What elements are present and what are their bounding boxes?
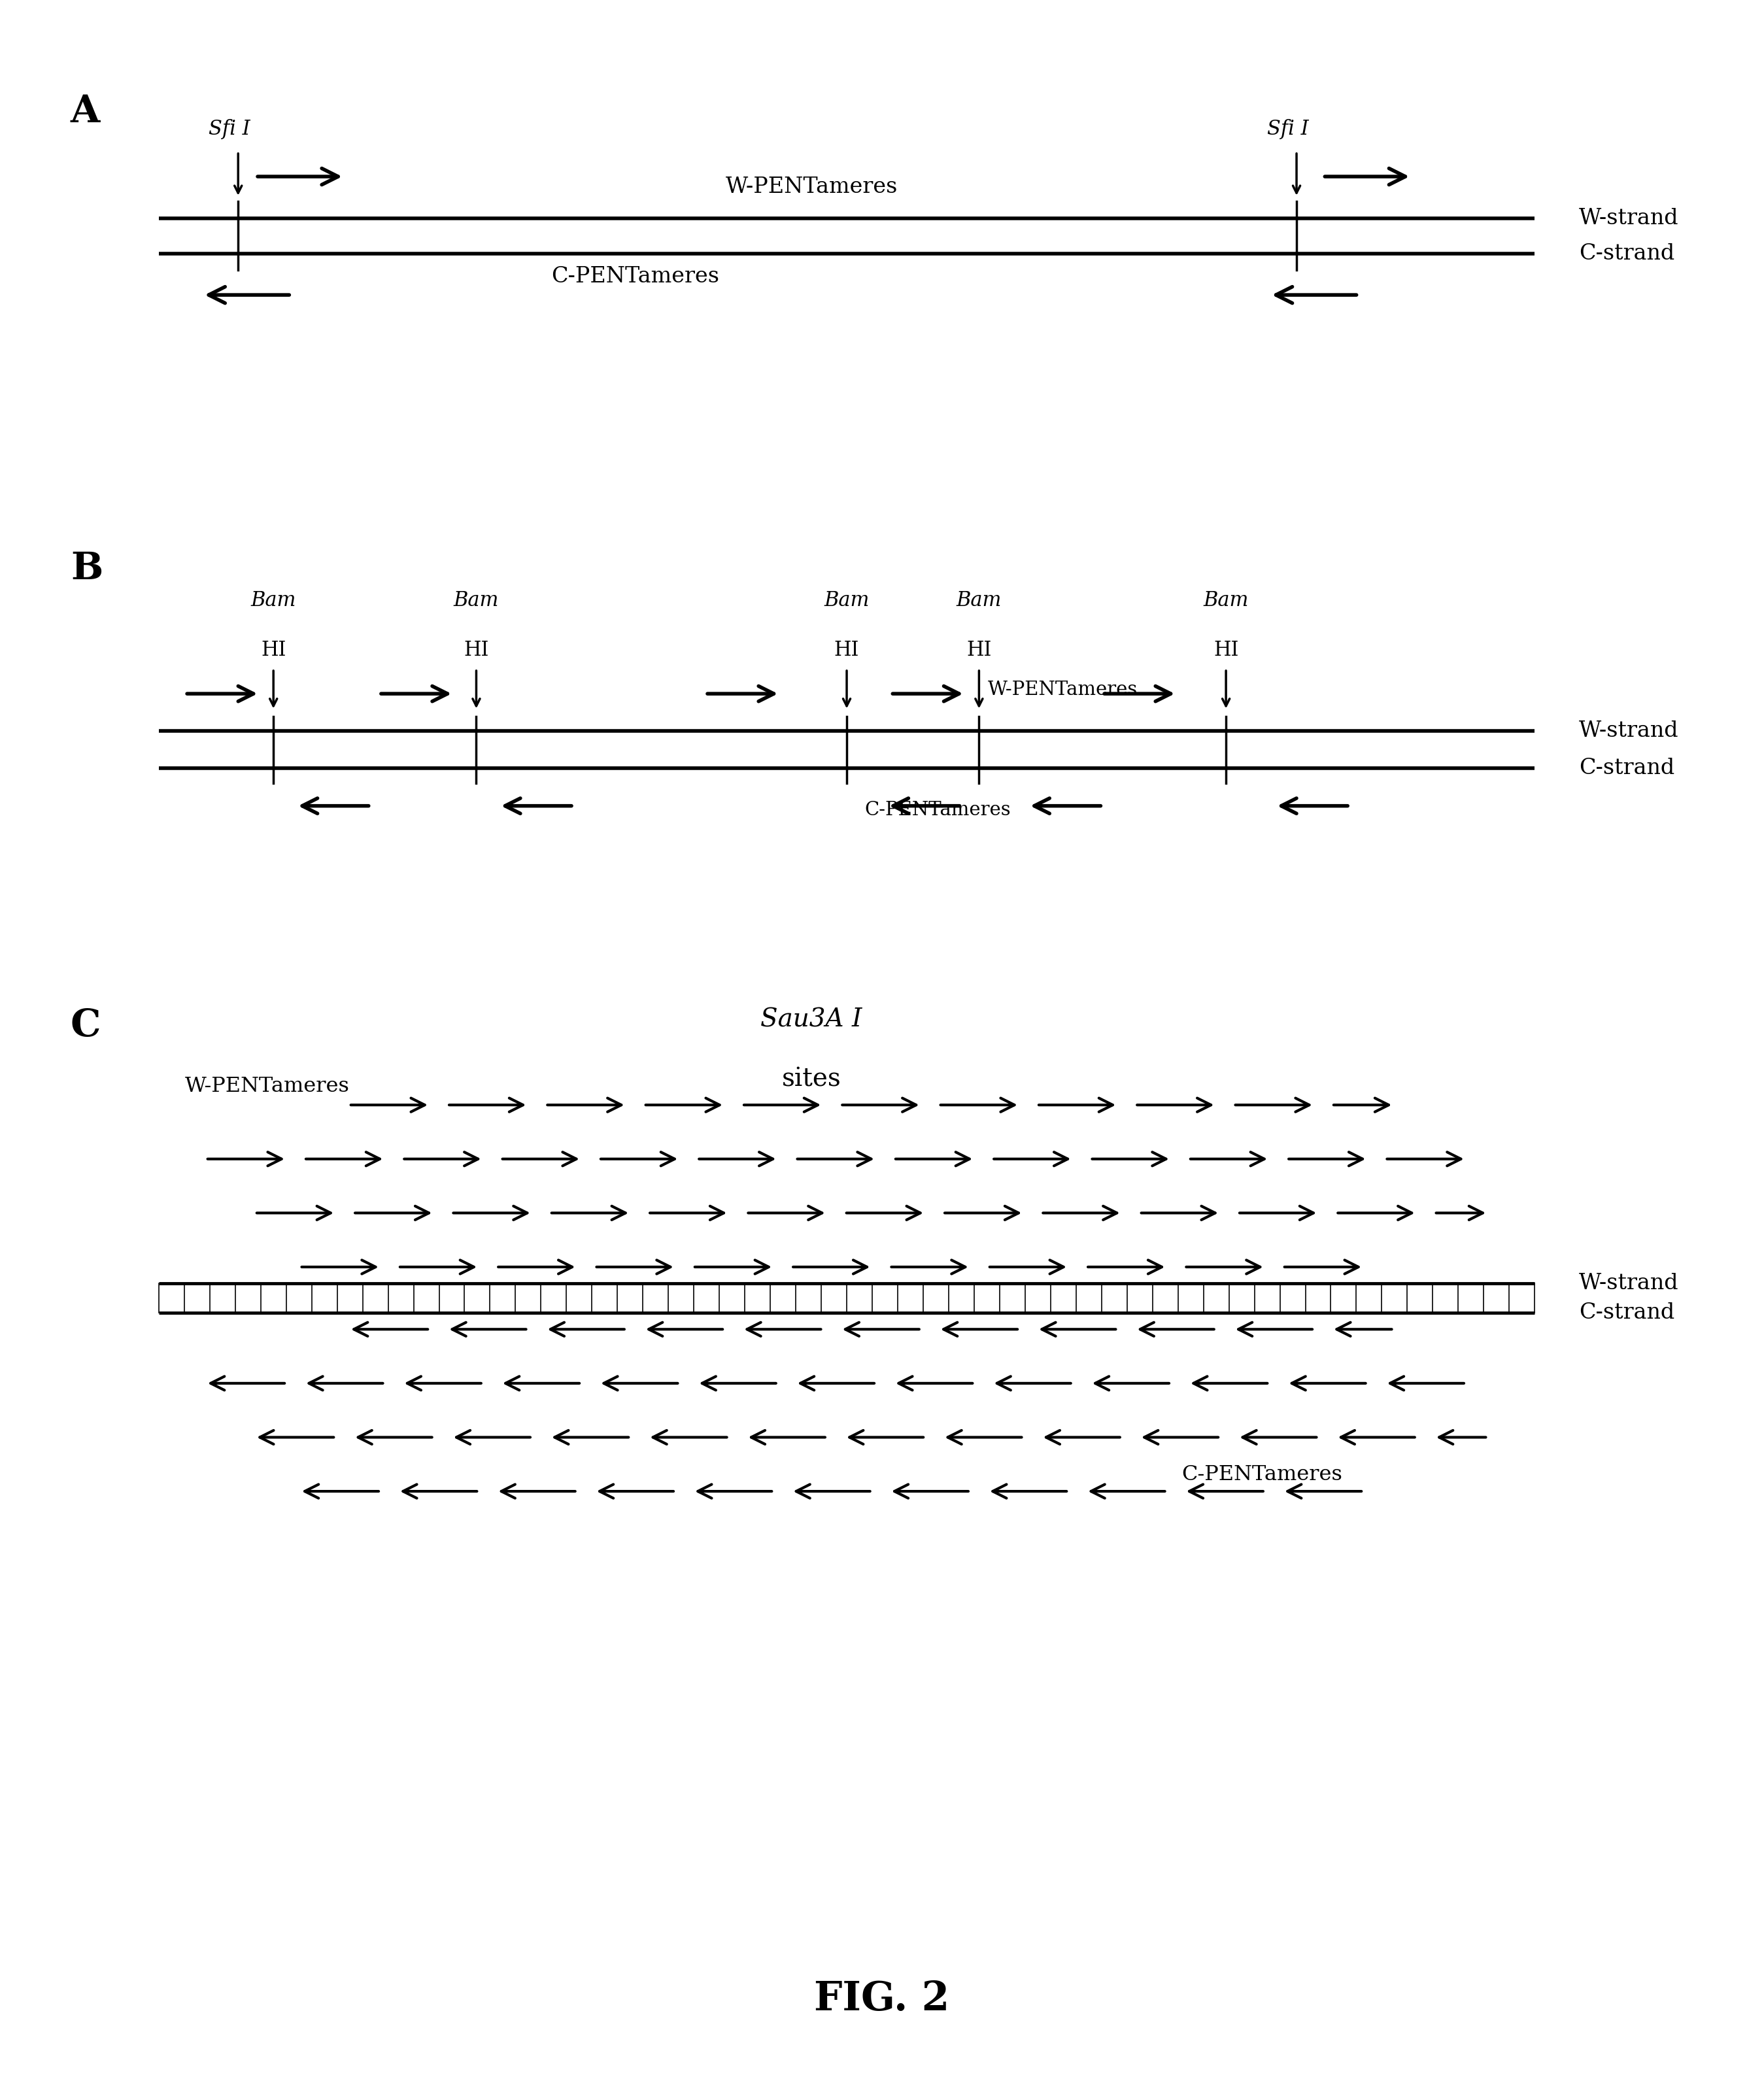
Text: HI: HI xyxy=(1214,640,1238,660)
Text: Bam: Bam xyxy=(250,590,296,611)
Text: Sfi I: Sfi I xyxy=(208,118,250,139)
Text: C: C xyxy=(71,1007,101,1045)
Text: sites: sites xyxy=(781,1068,841,1093)
Text: Sau3A I: Sau3A I xyxy=(760,1007,863,1032)
Text: C-PENTameres: C-PENTameres xyxy=(864,802,1011,818)
Text: HI: HI xyxy=(967,640,991,660)
Text: W-PENTameres: W-PENTameres xyxy=(725,177,898,197)
Text: C-strand: C-strand xyxy=(1579,758,1674,779)
Text: Bam: Bam xyxy=(1203,590,1249,611)
Text: B: B xyxy=(71,550,102,588)
Text: W-strand: W-strand xyxy=(1579,721,1679,741)
Text: FIG. 2: FIG. 2 xyxy=(815,1979,949,2019)
Text: W-PENTameres: W-PENTameres xyxy=(185,1076,349,1097)
Text: C-strand: C-strand xyxy=(1579,243,1674,264)
Text: C-strand: C-strand xyxy=(1579,1302,1674,1323)
Text: Sfi I: Sfi I xyxy=(1267,118,1309,139)
Text: HI: HI xyxy=(261,640,286,660)
Text: Bam: Bam xyxy=(956,590,1002,611)
Text: HI: HI xyxy=(464,640,489,660)
Text: W-PENTameres: W-PENTameres xyxy=(988,681,1138,698)
Text: Bam: Bam xyxy=(824,590,870,611)
Text: C-PENTameres: C-PENTameres xyxy=(1182,1464,1342,1485)
Text: HI: HI xyxy=(834,640,859,660)
Text: W-strand: W-strand xyxy=(1579,208,1679,228)
Text: Bam: Bam xyxy=(453,590,499,611)
Text: C-PENTameres: C-PENTameres xyxy=(550,266,720,287)
Text: A: A xyxy=(71,93,101,131)
Text: W-strand: W-strand xyxy=(1579,1273,1679,1294)
